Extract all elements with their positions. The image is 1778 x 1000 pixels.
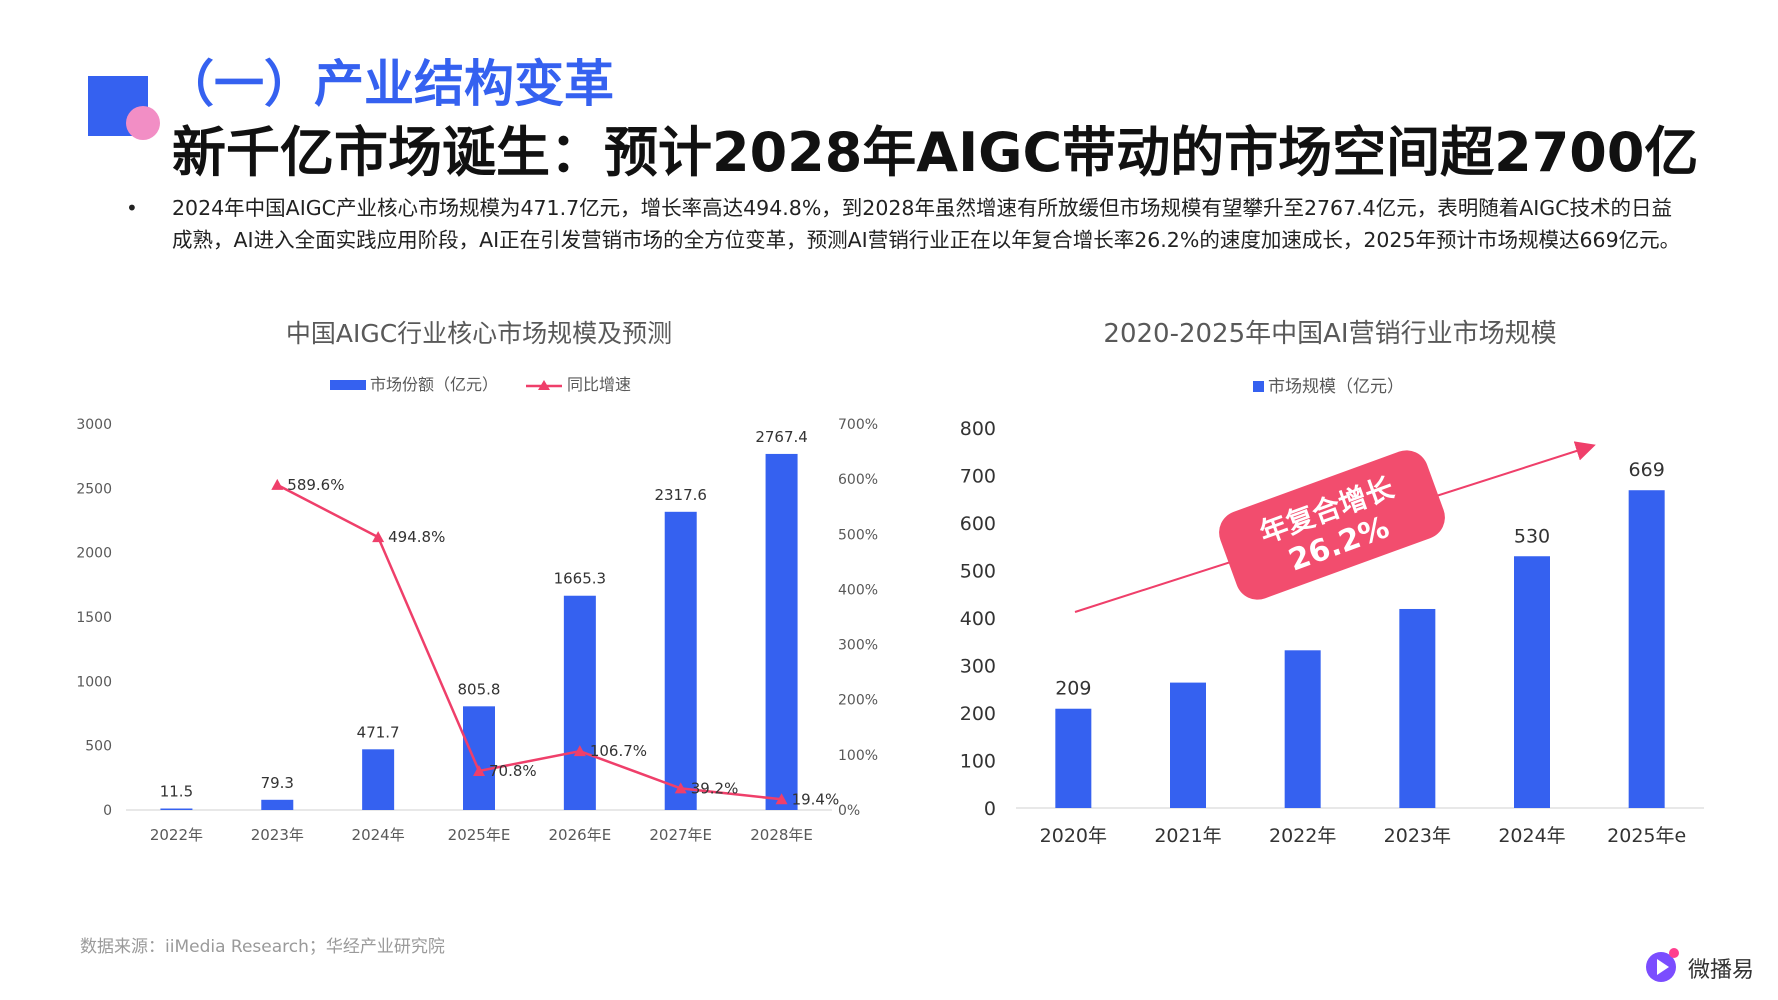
chart2-bar-label: 530 bbox=[1514, 525, 1550, 547]
logo-text: 微播易 bbox=[1688, 958, 1755, 983]
chart2-y-tick: 0 bbox=[984, 798, 996, 820]
chart2-x-tick: 2022年 bbox=[1269, 825, 1336, 847]
chart1-growth-label: 589.6% bbox=[287, 476, 344, 494]
chart1-growth-point bbox=[573, 745, 586, 757]
chart1-y-tick: 2000 bbox=[76, 546, 112, 562]
chart1-bar bbox=[261, 799, 294, 810]
chart2-x-tick: 2021年 bbox=[1154, 825, 1221, 847]
chart1-y2-tick: 0% bbox=[838, 803, 860, 819]
chart1-bar-label: 471.7 bbox=[357, 723, 400, 741]
chart1-growth-line bbox=[276, 483, 782, 801]
chart2-x-tick: 2020年 bbox=[1040, 825, 1107, 847]
play-logo-icon bbox=[1646, 948, 1679, 982]
chart1-y-tick: 2500 bbox=[76, 481, 112, 497]
chart2-bar-label: 209 bbox=[1055, 678, 1091, 700]
chart1-y2-tick: 400% bbox=[838, 582, 878, 598]
bullet-mark: • bbox=[126, 196, 138, 220]
chart1-bar-label: 805.8 bbox=[458, 680, 501, 698]
section-title: （一）产业结构变革 bbox=[164, 55, 614, 113]
chart1-bar-label: 11.5 bbox=[160, 783, 193, 801]
chart1-x-tick: 2022年 bbox=[150, 826, 203, 844]
chart2-y-tick: 500 bbox=[960, 561, 996, 583]
chart1-y2-tick: 200% bbox=[838, 693, 878, 709]
chart1-growth-label: 19.4% bbox=[792, 790, 840, 808]
chart1-bar bbox=[463, 706, 495, 810]
chart1-x-tick: 2028年E bbox=[750, 826, 813, 844]
chart1-y-tick: 0 bbox=[103, 803, 112, 819]
chart1-growth-point bbox=[271, 478, 284, 490]
chart1-y-tick: 3000 bbox=[76, 417, 112, 433]
chart1-y-tick: 1500 bbox=[76, 610, 112, 626]
chart1-legend-line-label: 同比增速 bbox=[567, 375, 631, 394]
chart2-x-tick: 2025年e bbox=[1607, 825, 1686, 847]
chart2-bar bbox=[1628, 490, 1665, 808]
chart1-x-tick: 2023年 bbox=[251, 826, 304, 844]
chart1-legend-bar-label: 市场份额（亿元） bbox=[370, 375, 498, 394]
chart1-x-tick: 2027年E bbox=[649, 826, 712, 844]
chart1-bar bbox=[362, 749, 395, 810]
chart1-legend-bar-swatch bbox=[330, 380, 366, 390]
chart1-growth-point bbox=[372, 531, 385, 543]
chart2-y-tick: 100 bbox=[960, 751, 996, 773]
chart2-y-tick: 800 bbox=[960, 418, 996, 440]
chart1-growth-label: 494.8% bbox=[388, 528, 445, 546]
chart2-title: 2020-2025年中国AI营销行业市场规模 bbox=[1103, 319, 1556, 349]
description-text: 2024年中国AIGC产业核心市场规模为471.7亿元，增长率高达494.8%，… bbox=[172, 196, 1681, 252]
chart1-y2-tick: 300% bbox=[838, 638, 878, 654]
chart1-x-tick: 2025年E bbox=[448, 826, 511, 844]
brand-logo: 微播易 bbox=[1644, 946, 1764, 986]
cagr-badge-bg bbox=[1219, 450, 1445, 600]
chart2-y-tick: 700 bbox=[960, 466, 996, 488]
data-source: 数据来源：iiMedia Research；华经产业研究院 bbox=[80, 937, 445, 957]
chart1-growth-point bbox=[473, 764, 485, 776]
chart1-bar bbox=[765, 453, 798, 810]
chart2-y-tick: 200 bbox=[960, 703, 996, 725]
chart1-legend-line-marker bbox=[538, 380, 550, 390]
chart2-bar bbox=[1399, 608, 1436, 808]
chart2-legend-swatch bbox=[1253, 381, 1264, 392]
title-deco-dot bbox=[126, 106, 160, 140]
chart1-y-tick: 500 bbox=[85, 739, 112, 755]
chart2-x-tick: 2024年 bbox=[1498, 825, 1565, 847]
chart1-x-tick: 2026年E bbox=[549, 826, 612, 844]
page-title: 新千亿市场诞生：预计2028年AIGC带动的市场空间超2700亿 bbox=[172, 121, 1699, 184]
chart2-y-tick: 300 bbox=[960, 656, 996, 678]
chart2-y-tick: 600 bbox=[960, 513, 996, 535]
chart1-y2-tick: 700% bbox=[838, 417, 878, 433]
chart1-y2-tick: 500% bbox=[838, 527, 878, 543]
chart1-bar bbox=[563, 595, 596, 810]
chart1-bar-label: 2317.6 bbox=[654, 486, 707, 504]
chart1-growth-point bbox=[775, 793, 788, 805]
chart2-bar bbox=[1514, 556, 1550, 808]
chart1-x-tick: 2024年 bbox=[352, 826, 405, 844]
chart2-bar-label: 669 bbox=[1629, 459, 1665, 481]
chart2-legend-label: 市场规模（亿元） bbox=[1268, 377, 1404, 397]
chart1-bar-label: 1665.3 bbox=[554, 570, 607, 588]
chart2-bar bbox=[1284, 650, 1321, 808]
chart2-bar bbox=[1055, 708, 1092, 808]
chart1-growth-label: 106.7% bbox=[590, 742, 647, 760]
chart1-bar-label: 2767.4 bbox=[755, 428, 808, 446]
chart2-bar bbox=[1170, 682, 1206, 808]
chart1-y2-tick: 100% bbox=[838, 748, 878, 764]
chart1-bar bbox=[160, 808, 193, 810]
chart1-growth-point bbox=[674, 782, 687, 794]
chart1-title: 中国AIGC行业核心市场规模及预测 bbox=[286, 319, 672, 348]
chart1-y2-tick: 600% bbox=[838, 472, 878, 488]
chart1-bar bbox=[664, 511, 697, 810]
chart1-growth-label: 70.8% bbox=[489, 762, 537, 780]
chart2-x-tick: 2023年 bbox=[1384, 825, 1451, 847]
chart2-y-tick: 400 bbox=[960, 608, 996, 630]
chart1-growth-label: 39.2% bbox=[691, 779, 739, 797]
chart1-bar-label: 79.3 bbox=[261, 774, 294, 792]
chart1-y-tick: 1000 bbox=[76, 674, 112, 690]
